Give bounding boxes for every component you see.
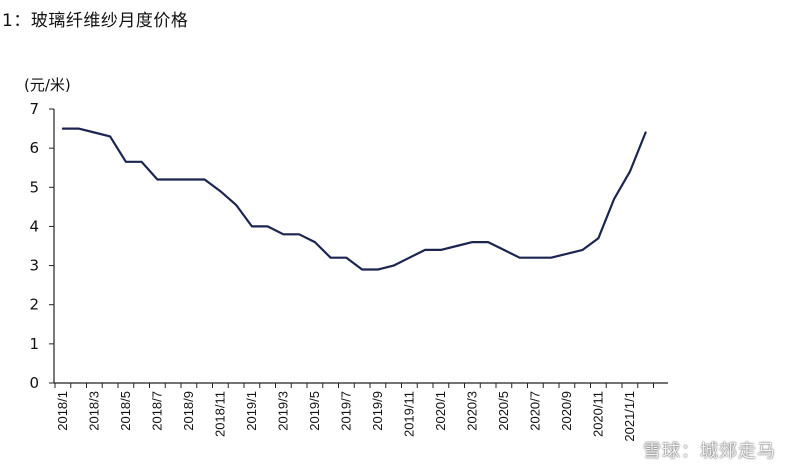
x-tick-label: 2019/1 (244, 391, 259, 431)
x-tick-label: 2019/9 (370, 391, 385, 431)
x-tick-label: 2020/3 (464, 391, 479, 431)
y-axis-unit: (元/米) (24, 76, 71, 94)
series-layer (61, 127, 647, 271)
x-tick-label: 2019/7 (338, 391, 353, 431)
x-tick-label: 2020/1 (433, 391, 448, 431)
x-tick-label: 2019/11 (401, 391, 416, 437)
x-tick-label: 2020/5 (496, 391, 511, 431)
x-tick-label: 2018/9 (181, 391, 196, 431)
y-tick-label: 7 (29, 100, 39, 118)
watermark: 雪球：城郊走马 (643, 441, 776, 462)
y-tick-label: 4 (29, 217, 39, 235)
y-tick-label: 6 (29, 139, 39, 157)
x-tick-label: 2018/7 (149, 391, 164, 431)
x-tick-label: 2020/11 (590, 391, 605, 437)
x-tick-label: 2019/5 (307, 391, 322, 431)
series-line (61, 127, 647, 271)
y-tick-label: 0 (29, 374, 39, 392)
y-axis: 0 1 2 3 4 5 6 7 (29, 100, 55, 392)
x-tick-label: 2018/3 (86, 391, 101, 431)
x-tick-label: 2018/1 (55, 391, 70, 431)
x-tick-label: 2019/3 (275, 391, 290, 431)
y-tick-label: 3 (29, 257, 39, 275)
x-tick-label: 2018/5 (118, 391, 133, 431)
y-tick-label: 2 (29, 296, 39, 314)
x-axis: 2018/1 2018/3 2018/5 2018/7 2018/9 2018/11 201… (54, 382, 668, 442)
y-tick-label: 5 (29, 178, 39, 196)
x-tick-label: 2020/9 (559, 391, 574, 431)
y-tick-label: 1 (29, 335, 39, 353)
x-tick-label: 2021/1/1 (622, 391, 637, 442)
x-tick-label: 2018/11 (212, 391, 227, 437)
chart-title: 1：玻璃纤维纱月度价格 (2, 11, 189, 31)
x-tick-label: 2020/7 (527, 391, 542, 431)
